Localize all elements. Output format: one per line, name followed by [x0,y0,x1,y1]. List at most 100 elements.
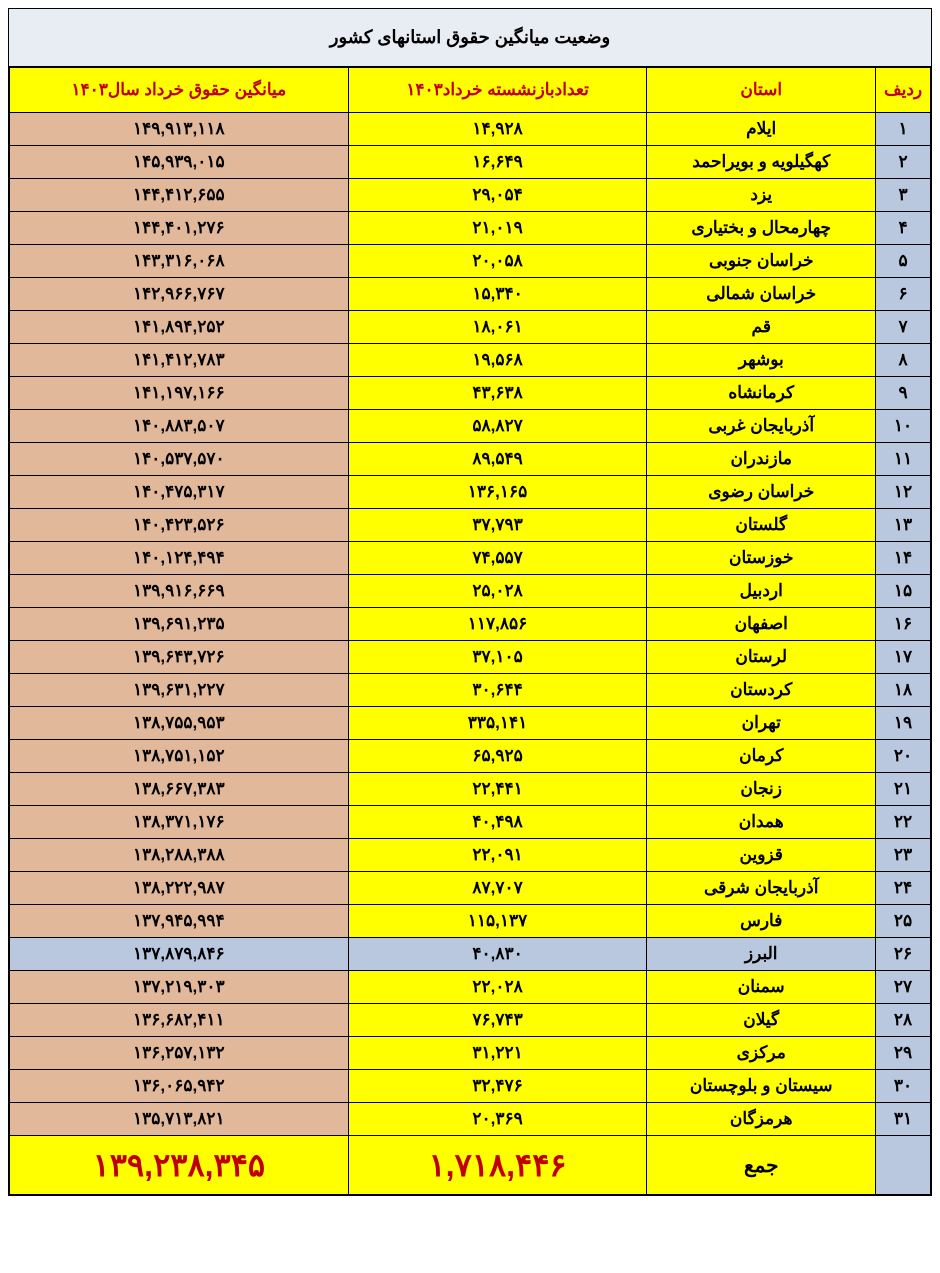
cell-province: البرز [647,938,876,971]
cell-radif: ۲۸ [876,1004,931,1037]
cell-radif: ۱۵ [876,575,931,608]
cell-count: ۲۰,۰۵۸ [348,245,647,278]
cell-avg: ۱۳۶,۲۵۷,۱۳۲ [10,1037,349,1070]
cell-count: ۱۹,۵۶۸ [348,344,647,377]
cell-count: ۳۱,۲۲۱ [348,1037,647,1070]
cell-radif: ۱۶ [876,608,931,641]
table-row: ۷قم۱۸,۰۶۱۱۴۱,۸۹۴,۲۵۲ [10,311,931,344]
cell-radif: ۲۵ [876,905,931,938]
table-row: ۲۹مرکزی۳۱,۲۲۱۱۳۶,۲۵۷,۱۳۲ [10,1037,931,1070]
cell-avg: ۱۳۸,۲۸۸,۳۸۸ [10,839,349,872]
cell-count: ۶۵,۹۲۵ [348,740,647,773]
cell-radif: ۱۹ [876,707,931,740]
table-row: ۳۰سیستان و بلوچستان۳۲,۴۷۶۱۳۶,۰۶۵,۹۴۲ [10,1070,931,1103]
cell-avg: ۱۳۸,۶۶۷,۳۸۳ [10,773,349,806]
cell-count: ۱۳۶,۱۶۵ [348,476,647,509]
cell-avg: ۱۴۹,۹۱۳,۱۱۸ [10,113,349,146]
cell-province: گیلان [647,1004,876,1037]
cell-avg: ۱۴۵,۹۳۹,۰۱۵ [10,146,349,179]
cell-radif: ۴ [876,212,931,245]
cell-province: تهران [647,707,876,740]
cell-avg: ۱۴۳,۳۱۶,۰۶۸ [10,245,349,278]
cell-avg: ۱۴۲,۹۶۶,۷۶۷ [10,278,349,311]
cell-count: ۱۶,۶۴۹ [348,146,647,179]
cell-province: یزد [647,179,876,212]
cell-avg: ۱۳۹,۹۱۶,۶۶۹ [10,575,349,608]
header-count: تعدادبازنشسته خرداد۱۴۰۳ [348,68,647,113]
cell-count: ۲۲,۴۴۱ [348,773,647,806]
cell-radif: ۸ [876,344,931,377]
cell-count: ۳۲,۴۷۶ [348,1070,647,1103]
cell-radif: ۱۲ [876,476,931,509]
header-ostan: استان [647,68,876,113]
cell-province: کرمانشاه [647,377,876,410]
cell-count: ۸۷,۷۰۷ [348,872,647,905]
cell-radif: ۷ [876,311,931,344]
cell-avg: ۱۴۰,۴۲۳,۵۲۶ [10,509,349,542]
cell-province: قم [647,311,876,344]
cell-province: مازندران [647,443,876,476]
cell-avg: ۱۳۷,۸۷۹,۸۴۶ [10,938,349,971]
table-row: ۱۶اصفهان۱۱۷,۸۵۶۱۳۹,۶۹۱,۲۳۵ [10,608,931,641]
cell-avg: ۱۴۰,۵۳۷,۵۷۰ [10,443,349,476]
table-title: وضعیت میانگین حقوق استانهای کشور [9,9,931,67]
cell-count: ۲۹,۰۵۴ [348,179,647,212]
cell-avg: ۱۴۴,۴۱۲,۶۵۵ [10,179,349,212]
header-avg: میانگین حقوق خرداد سال۱۴۰۳ [10,68,349,113]
cell-radif: ۱۰ [876,410,931,443]
cell-avg: ۱۳۷,۹۴۵,۹۹۴ [10,905,349,938]
sum-label: جمع [647,1136,876,1195]
cell-avg: ۱۳۹,۶۳۱,۲۲۷ [10,674,349,707]
cell-avg: ۱۳۸,۳۷۱,۱۷۶ [10,806,349,839]
cell-avg: ۱۳۵,۷۱۳,۸۲۱ [10,1103,349,1136]
cell-province: ایلام [647,113,876,146]
table-row: ۲۶البرز۴۰,۸۳۰۱۳۷,۸۷۹,۸۴۶ [10,938,931,971]
cell-count: ۵۸,۸۲۷ [348,410,647,443]
cell-radif: ۱۳ [876,509,931,542]
cell-radif: ۱۷ [876,641,931,674]
cell-avg: ۱۳۶,۰۶۵,۹۴۲ [10,1070,349,1103]
cell-count: ۳۳۵,۱۴۱ [348,707,647,740]
cell-radif: ۳ [876,179,931,212]
cell-province: بوشهر [647,344,876,377]
cell-avg: ۱۳۸,۲۲۲,۹۸۷ [10,872,349,905]
cell-count: ۲۰,۳۶۹ [348,1103,647,1136]
cell-province: خراسان جنوبی [647,245,876,278]
cell-count: ۲۲,۰۲۸ [348,971,647,1004]
cell-avg: ۱۳۹,۶۴۳,۷۲۶ [10,641,349,674]
cell-radif: ۱۸ [876,674,931,707]
cell-province: زنجان [647,773,876,806]
cell-avg: ۱۴۴,۴۰۱,۲۷۶ [10,212,349,245]
cell-count: ۷۶,۷۴۳ [348,1004,647,1037]
cell-count: ۲۵,۰۲۸ [348,575,647,608]
table-row: ۸بوشهر۱۹,۵۶۸۱۴۱,۴۱۲,۷۸۳ [10,344,931,377]
cell-province: کرمان [647,740,876,773]
cell-radif: ۳۱ [876,1103,931,1136]
cell-avg: ۱۳۸,۷۵۵,۹۵۳ [10,707,349,740]
table-row: ۲۵فارس۱۱۵,۱۳۷۱۳۷,۹۴۵,۹۹۴ [10,905,931,938]
table-row: ۲۸گیلان۷۶,۷۴۳۱۳۶,۶۸۲,۴۱۱ [10,1004,931,1037]
cell-count: ۱۱۵,۱۳۷ [348,905,647,938]
table-row: ۳یزد۲۹,۰۵۴۱۴۴,۴۱۲,۶۵۵ [10,179,931,212]
cell-count: ۴۰,۴۹۸ [348,806,647,839]
cell-province: خراسان شمالی [647,278,876,311]
table-row: ۱۸کردستان۳۰,۶۴۴۱۳۹,۶۳۱,۲۲۷ [10,674,931,707]
cell-province: مرکزی [647,1037,876,1070]
cell-count: ۱۵,۳۴۰ [348,278,647,311]
cell-radif: ۶ [876,278,931,311]
table-row: ۲۷سمنان۲۲,۰۲۸۱۳۷,۲۱۹,۳۰۳ [10,971,931,1004]
table-body: ۱ایلام۱۴,۹۲۸۱۴۹,۹۱۳,۱۱۸۲کهگیلویه و بویرا… [10,113,931,1195]
table-row: ۱۲خراسان رضوی۱۳۶,۱۶۵۱۴۰,۴۷۵,۳۱۷ [10,476,931,509]
cell-avg: ۱۳۹,۶۹۱,۲۳۵ [10,608,349,641]
cell-count: ۱۸,۰۶۱ [348,311,647,344]
cell-province: خوزستان [647,542,876,575]
header-row: ردیف استان تعدادبازنشسته خرداد۱۴۰۳ میانگ… [10,68,931,113]
cell-radif: ۵ [876,245,931,278]
cell-province: قزوین [647,839,876,872]
cell-avg: ۱۴۱,۸۹۴,۲۵۲ [10,311,349,344]
cell-radif: ۲۴ [876,872,931,905]
table-row: ۱۷لرستان۳۷,۱۰۵۱۳۹,۶۴۳,۷۲۶ [10,641,931,674]
table-row: ۵خراسان جنوبی۲۰,۰۵۸۱۴۳,۳۱۶,۰۶۸ [10,245,931,278]
table-row: ۱۵اردبیل۲۵,۰۲۸۱۳۹,۹۱۶,۶۶۹ [10,575,931,608]
salary-table-wrapper: وضعیت میانگین حقوق استانهای کشور ردیف اس… [8,8,932,1196]
